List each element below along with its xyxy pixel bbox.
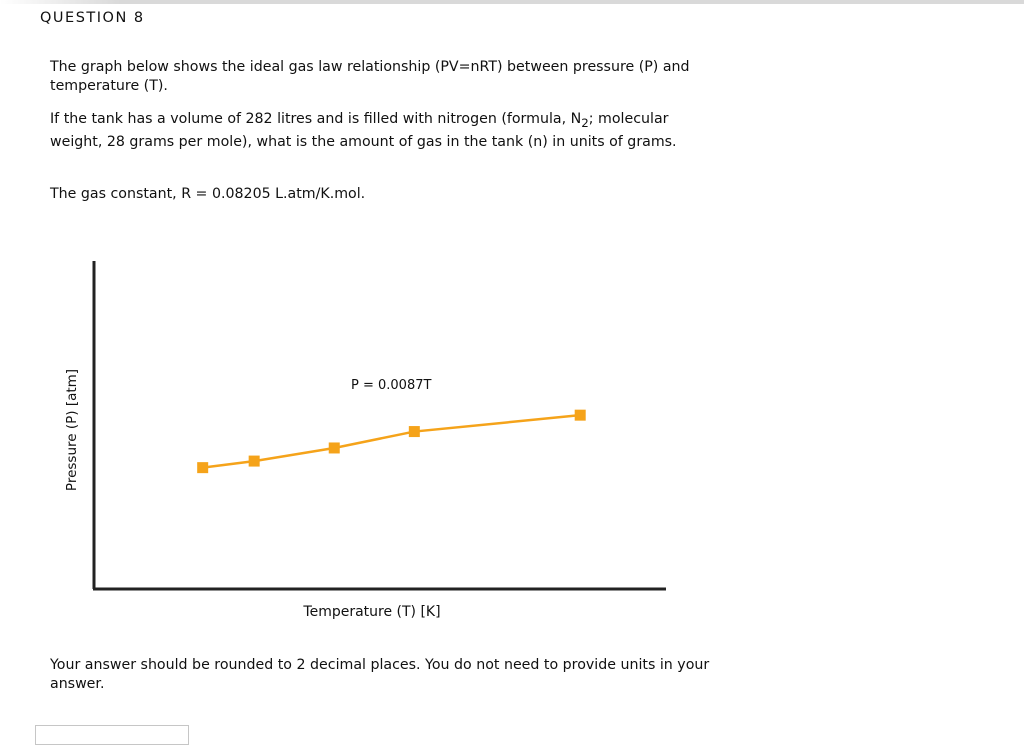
data-point-5 <box>574 409 586 421</box>
gas-constant-note: The gas constant, R = 0.08205 L.atm/K.mo… <box>50 186 366 202</box>
x-axis-label: Temperature (T) [K] <box>302 604 440 620</box>
y-axis-label: Pressure (P) [atm] <box>64 369 80 491</box>
question-header: QUESTION 8 <box>40 10 145 26</box>
equation-annotation: P = 0.0087T <box>351 378 431 393</box>
chart-svg: Pressure (P) [atm] Temperature (T) [K] P… <box>64 261 666 620</box>
rounding-instruction: Your answer should be rounded to 2 decim… <box>50 657 710 692</box>
question-body-text-2: ; molecular weight, 28 grams per mole), … <box>50 111 677 150</box>
subscript-2: 2 <box>581 115 589 130</box>
chart: Pressure (P) [atm] Temperature (T) [K] P… <box>0 250 720 630</box>
data-point-4 <box>408 426 420 438</box>
question-body: If the tank has a volume of 282 litres a… <box>50 110 710 152</box>
question-intro: The graph below shows the ideal gas law … <box>50 59 690 94</box>
top-divider <box>0 0 1024 4</box>
answer-input[interactable] <box>35 725 189 745</box>
data-point-2 <box>248 455 260 467</box>
question-body-text-1: If the tank has a volume of 282 litres a… <box>50 111 582 127</box>
series-layer <box>197 409 586 474</box>
data-point-1 <box>197 462 209 474</box>
data-point-3 <box>328 442 340 454</box>
